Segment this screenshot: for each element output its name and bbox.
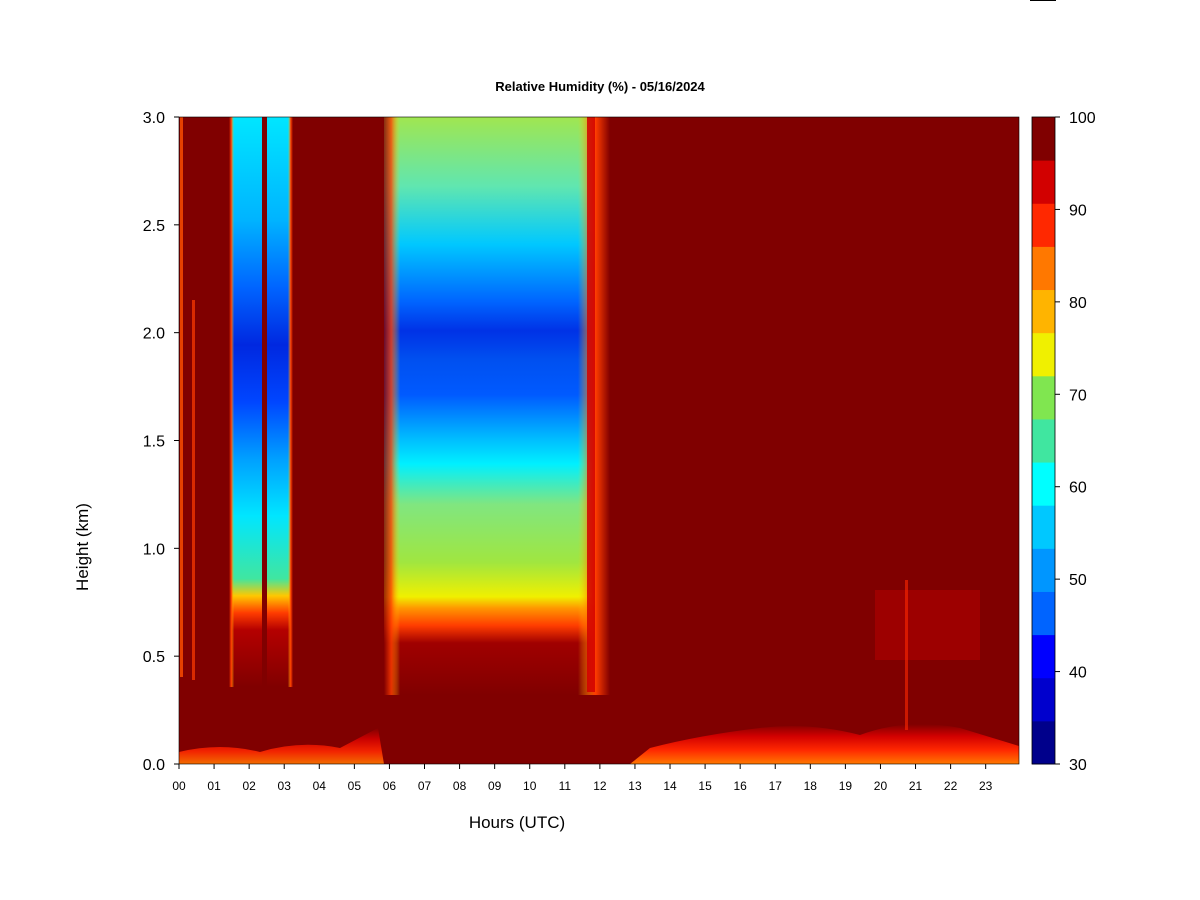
colorbar-swatch bbox=[1032, 375, 1055, 420]
x-tick-label: 16 bbox=[733, 779, 747, 793]
x-tick-label: 13 bbox=[628, 779, 642, 793]
dry-band-main-left-edge bbox=[384, 117, 400, 695]
y-tick-label: 1.5 bbox=[143, 434, 165, 451]
colorbar-swatch bbox=[1032, 160, 1055, 204]
top-edge-mark bbox=[1030, 0, 1056, 1]
colorbar-swatch bbox=[1032, 462, 1055, 506]
chart-title: Relative Humidity (%) - 05/16/2024 bbox=[495, 79, 705, 94]
colorbar-tick-label: 80 bbox=[1069, 295, 1087, 312]
x-tick-label: 19 bbox=[839, 779, 853, 793]
dry-band-main-red-streak bbox=[587, 117, 595, 692]
y-tick-label: 1.0 bbox=[143, 541, 165, 558]
x-tick-label: 07 bbox=[418, 779, 432, 793]
x-tick-label: 15 bbox=[698, 779, 712, 793]
evening-cloud-patch bbox=[875, 590, 980, 660]
x-tick-label: 21 bbox=[909, 779, 923, 793]
x-tick-label: 10 bbox=[523, 779, 537, 793]
colorbar-tick-label: 30 bbox=[1069, 757, 1087, 774]
colorbar-swatch bbox=[1032, 246, 1055, 291]
x-tick-label: 11 bbox=[559, 779, 572, 793]
x-tick-label: 20 bbox=[874, 779, 888, 793]
colorbar-tick-label: 60 bbox=[1069, 480, 1087, 497]
x-tick-label: 14 bbox=[663, 779, 677, 793]
x-tick-label: 06 bbox=[383, 779, 397, 793]
colorbar-swatch bbox=[1032, 548, 1055, 592]
dry-band-2-right-edge bbox=[288, 117, 293, 687]
x-tick-label: 01 bbox=[207, 779, 221, 793]
x-tick-label: 02 bbox=[242, 779, 256, 793]
x-tick-label: 09 bbox=[488, 779, 502, 793]
x-tick-label: 00 bbox=[172, 779, 186, 793]
heatmap-plot-area bbox=[179, 117, 1019, 764]
x-tick-label: 03 bbox=[278, 779, 292, 793]
colorbar-swatch bbox=[1032, 289, 1055, 334]
colorbar-swatch bbox=[1032, 505, 1055, 549]
y-tick-label: 2.0 bbox=[143, 326, 165, 343]
x-tick-label: 22 bbox=[944, 779, 958, 793]
x-tick-label: 04 bbox=[313, 779, 327, 793]
x-tick-label: 18 bbox=[804, 779, 818, 793]
colorbar-swatch bbox=[1032, 591, 1055, 636]
y-tick-label: 3.0 bbox=[143, 110, 165, 127]
colorbar-swatch bbox=[1032, 117, 1055, 161]
colorbar-tick-label: 70 bbox=[1069, 387, 1087, 404]
colorbar-swatch bbox=[1032, 634, 1055, 679]
colorbar-tick-label: 40 bbox=[1069, 665, 1087, 682]
surface-early-layer bbox=[179, 728, 384, 764]
x-axis-label: Hours (UTC) bbox=[468, 813, 566, 832]
early-streak-1 bbox=[180, 117, 183, 677]
early-streak-2 bbox=[192, 300, 195, 680]
y-tick-label: 2.5 bbox=[143, 218, 165, 235]
dry-band-main bbox=[384, 117, 610, 695]
y-tick-label: 0.5 bbox=[143, 649, 165, 666]
dry-band-1 bbox=[229, 117, 262, 687]
surface-moist-layer bbox=[630, 724, 1019, 764]
colorbar: 30 40 50 60 70 80 90 100 bbox=[1031, 110, 1096, 774]
colorbar-swatch bbox=[1032, 677, 1055, 722]
y-axis: 0.0 0.5 1.0 1.5 2.0 2.5 3.0 bbox=[143, 110, 179, 774]
dry-band-1-left-edge bbox=[229, 117, 234, 687]
x-tick-label: 17 bbox=[769, 779, 783, 793]
colorbar-tick-label: 50 bbox=[1069, 572, 1087, 589]
colorbar-swatch bbox=[1032, 418, 1055, 463]
colorbar-tick-label: 90 bbox=[1069, 202, 1087, 219]
colorbar-swatch bbox=[1032, 332, 1055, 377]
x-tick-label: 23 bbox=[979, 779, 993, 793]
y-tick-label: 0.0 bbox=[143, 757, 165, 774]
x-axis: 00 01 02 03 04 05 06 07 08 09 10 11 12 13 14 15 16 17 18 19… bbox=[172, 764, 993, 793]
x-tick-label: 12 bbox=[593, 779, 607, 793]
colorbar-swatch bbox=[1032, 720, 1055, 765]
x-tick-label: 05 bbox=[348, 779, 362, 793]
evening-streak bbox=[905, 580, 908, 730]
colorbar-tick-label: 100 bbox=[1069, 110, 1096, 127]
x-tick-label: 08 bbox=[453, 779, 467, 793]
colorbar-frame bbox=[1031, 116, 1056, 765]
colorbar-swatch bbox=[1032, 203, 1055, 247]
